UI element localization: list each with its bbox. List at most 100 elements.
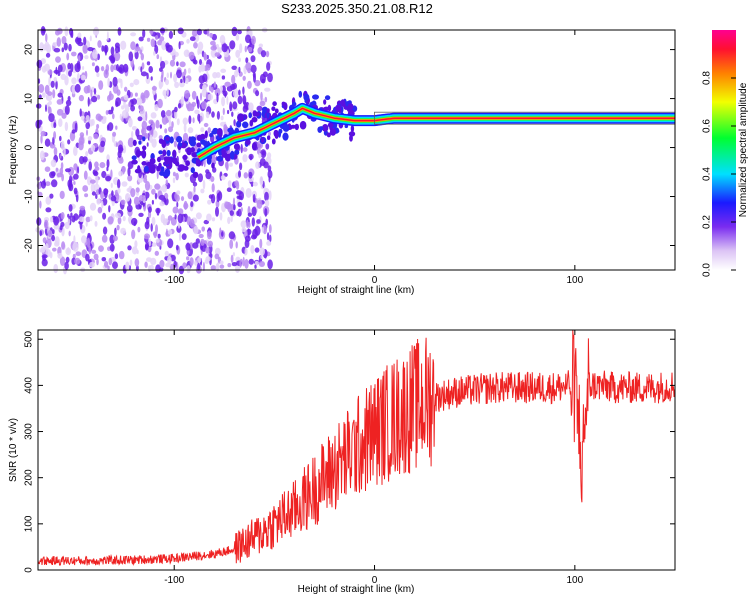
snr-x-axis: -100 0 100 [164, 330, 584, 586]
noise-blob [264, 87, 271, 92]
noise-blob [114, 227, 117, 237]
noise-blob [201, 226, 205, 232]
noise-blob [160, 213, 165, 224]
noise-blob [207, 127, 211, 134]
signal-blob [248, 112, 252, 119]
noise-blob [210, 155, 216, 165]
signal-blob [230, 150, 235, 160]
noise-blob [146, 37, 151, 42]
noise-blob [146, 257, 152, 262]
signal-blob [340, 99, 346, 107]
noise-blob [82, 66, 85, 70]
noise-blob [170, 71, 172, 79]
noise-blob [148, 66, 153, 73]
noise-blob [118, 157, 124, 164]
spectrogram-y-label: Frequency (Hz) [8, 116, 19, 185]
noise-blob [77, 41, 84, 47]
signal-blob [200, 139, 206, 145]
noise-blob [180, 196, 185, 202]
noise-blob [192, 242, 199, 249]
noise-blob [43, 219, 49, 230]
signal-blob [329, 127, 337, 136]
noise-blob [172, 177, 176, 184]
noise-blob [235, 49, 241, 59]
noise-blob [120, 199, 126, 206]
noise-blob [134, 240, 138, 248]
noise-blob [183, 202, 189, 210]
noise-blob [234, 180, 239, 187]
noise-blob [176, 190, 181, 195]
noise-blob [115, 142, 118, 147]
noise-blob [64, 221, 70, 230]
noise-blob [144, 261, 148, 268]
noise-blob [235, 241, 238, 249]
spectrogram-ridge [194, 102, 679, 163]
noise-blob [194, 109, 200, 115]
noise-blob [245, 62, 252, 71]
noise-blob [167, 255, 172, 265]
noise-blob [85, 151, 89, 157]
noise-blob [134, 258, 140, 267]
noise-blob [177, 27, 184, 35]
noise-blob [238, 170, 241, 178]
snr-ytick-label: 200 [24, 469, 35, 486]
noise-blob [203, 122, 209, 128]
noise-blob [219, 34, 226, 45]
noise-blob [266, 232, 270, 241]
noise-blob [220, 115, 224, 121]
signal-blob [157, 156, 161, 163]
noise-blob [203, 219, 209, 225]
noise-blob [67, 247, 70, 253]
noise-blob [103, 188, 109, 196]
noise-blob [220, 175, 226, 181]
noise-blob [87, 232, 91, 238]
noise-blob [242, 147, 248, 152]
signal-blob [323, 106, 330, 112]
noise-blob [54, 241, 60, 247]
noise-blob [165, 145, 168, 152]
noise-blob [176, 69, 182, 79]
noise-blob [95, 194, 98, 199]
noise-blob [205, 64, 211, 71]
colorbar-label: Normalized spectral amplitude [738, 82, 749, 217]
noise-blob [78, 55, 81, 62]
signal-blob [177, 166, 185, 172]
noise-blob [87, 136, 93, 141]
noise-blob [177, 213, 184, 224]
signal-blob [299, 120, 307, 130]
noise-blob [209, 32, 214, 38]
signal-blob [221, 152, 228, 158]
noise-blob [75, 251, 82, 256]
noise-blob [166, 72, 169, 79]
noise-blob [94, 220, 98, 227]
noise-blob [158, 194, 166, 201]
noise-blob [67, 139, 71, 145]
noise-blob [202, 179, 206, 190]
signal-blob [271, 138, 276, 145]
noise-blob [131, 246, 138, 255]
noise-blob [252, 193, 256, 203]
noise-blob [117, 187, 121, 194]
noise-blob [64, 26, 69, 37]
noise-blob [102, 226, 108, 235]
noise-blob [56, 108, 64, 116]
noise-blob [247, 80, 252, 89]
noise-blob [151, 216, 156, 226]
noise-blob [138, 212, 144, 217]
noise-blob [138, 36, 144, 42]
noise-blob [154, 192, 158, 200]
noise-blob [173, 140, 177, 148]
noise-blob [102, 212, 107, 220]
noise-blob [112, 235, 118, 242]
noise-blob [255, 90, 260, 97]
noise-blob [261, 226, 264, 233]
noise-blob [205, 247, 210, 254]
noise-blob [65, 99, 72, 106]
noise-blob [229, 239, 234, 250]
noise-blob [248, 171, 253, 179]
noise-blob [156, 208, 160, 216]
noise-blob [101, 200, 104, 209]
signal-blob [324, 95, 331, 101]
snr-xtick-label: -100 [164, 575, 184, 586]
noise-blob [111, 106, 114, 112]
